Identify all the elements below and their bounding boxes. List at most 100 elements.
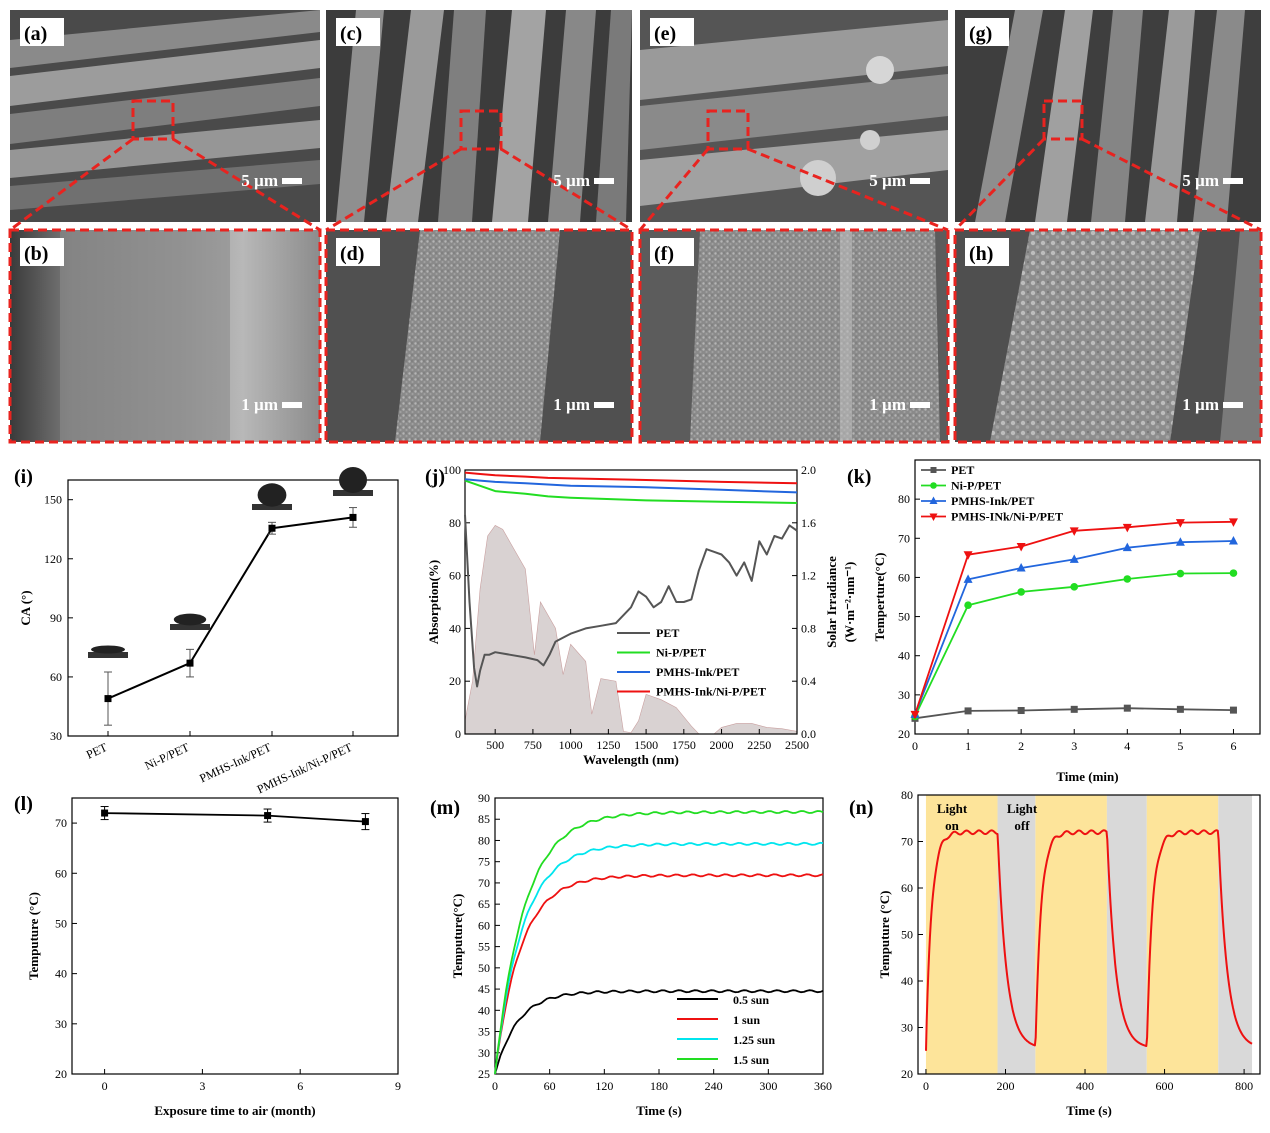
legend-label: 0.5 sun bbox=[733, 993, 769, 1007]
data-point bbox=[964, 601, 972, 610]
sem-panel-a bbox=[10, 10, 320, 222]
scale-bar-bottom: 1 µm bbox=[241, 395, 278, 414]
chart-k-frame bbox=[914, 459, 1261, 735]
y-tick-label: 50 bbox=[55, 916, 67, 930]
data-point bbox=[1228, 536, 1238, 545]
intensity-series-line bbox=[494, 841, 824, 1075]
absorption-series-line bbox=[464, 471, 798, 485]
x-tick-label: 200 bbox=[996, 1079, 1014, 1093]
y-tick-label: 80 bbox=[901, 788, 913, 802]
x-tick-label: 240 bbox=[705, 1079, 723, 1093]
sem-panel-e bbox=[640, 10, 948, 222]
y-tick-label: 20 bbox=[55, 1067, 67, 1081]
y-axis-title: Temputure (°C) bbox=[877, 891, 892, 979]
sem-bottom-label: (b) bbox=[24, 243, 48, 265]
data-point bbox=[1069, 527, 1079, 536]
y-tick-label: 20 bbox=[449, 674, 461, 688]
data-point bbox=[361, 818, 369, 826]
x-tick-label: 1 bbox=[965, 739, 971, 753]
y-tick-label: 40 bbox=[478, 1003, 490, 1017]
ca-point bbox=[186, 659, 194, 667]
sem-bottom-label: (h) bbox=[969, 243, 993, 265]
data-point bbox=[1176, 569, 1185, 578]
data-point bbox=[1017, 707, 1025, 715]
droplet-substrate bbox=[252, 504, 292, 510]
x-tick-label: 6 bbox=[1230, 739, 1236, 753]
x-tick-label: 360 bbox=[814, 1079, 832, 1093]
y-tick-label: 65 bbox=[478, 897, 490, 911]
data-point bbox=[1017, 588, 1025, 596]
x-tick-label: 2 bbox=[1018, 739, 1024, 753]
annotation-light-off: Light bbox=[1007, 801, 1038, 816]
x-tick-label: 5 bbox=[1177, 739, 1183, 753]
data-point bbox=[1123, 704, 1131, 712]
y-axis-title: Temputure(°C) bbox=[450, 894, 465, 979]
x-tick-label: 9 bbox=[395, 1079, 401, 1093]
y-tick-label: 0 bbox=[455, 727, 461, 741]
chart-label: (i) bbox=[14, 466, 33, 488]
scale-bar-bottom: 1 µm bbox=[553, 395, 590, 414]
x-tick-label: 1750 bbox=[672, 738, 696, 752]
scale-bar-bottom-bar bbox=[910, 402, 930, 408]
sem-panel-f bbox=[640, 230, 948, 442]
x-tick-label: 0 bbox=[492, 1079, 498, 1093]
y-tick-label: 40 bbox=[449, 621, 461, 635]
x-tick-label: 500 bbox=[486, 738, 504, 752]
data-point bbox=[910, 710, 920, 720]
sem-panel-h bbox=[955, 230, 1261, 442]
y-tick-label: 30 bbox=[478, 1046, 490, 1060]
data-point bbox=[1016, 563, 1026, 572]
sem-top-label: (e) bbox=[654, 23, 676, 45]
y-tick-label: 30 bbox=[50, 729, 62, 743]
y-tick-label: 80 bbox=[898, 492, 910, 506]
scale-bar-bottom: 1 µm bbox=[869, 395, 906, 414]
scale-bar-top: 5 µm bbox=[553, 171, 590, 190]
y2-tick-label: 0.8 bbox=[801, 621, 816, 635]
y-tick-label: 60 bbox=[449, 569, 461, 583]
droplet-icon bbox=[91, 645, 125, 654]
data-point bbox=[1176, 705, 1184, 713]
y-tick-label: 50 bbox=[478, 961, 490, 975]
y-tick-label: 70 bbox=[478, 876, 490, 890]
droplet-icon bbox=[257, 483, 287, 507]
y-tick-label: 30 bbox=[55, 1017, 67, 1031]
x-tick-label: PMHS-Ink/PET bbox=[197, 740, 274, 786]
y-tick-label: 90 bbox=[478, 791, 490, 805]
sem-top-label-bg bbox=[650, 18, 694, 46]
sem-bottom-label: (f) bbox=[654, 243, 674, 265]
data-point bbox=[1229, 569, 1238, 577]
x-tick-label: 6 bbox=[297, 1079, 303, 1093]
legend-label: Ni-P/PET bbox=[656, 646, 706, 660]
y-tick-label: 60 bbox=[898, 570, 910, 584]
legend-label: PMHS-Ink/Ni-P/PET bbox=[656, 685, 766, 699]
sem-top-label: (g) bbox=[969, 23, 992, 45]
legend-marker bbox=[929, 496, 938, 504]
x-tick-label: 600 bbox=[1156, 1079, 1174, 1093]
data-point bbox=[1122, 523, 1132, 533]
sem-bottom-label-bg bbox=[20, 238, 64, 266]
y-tick-label: 30 bbox=[901, 1021, 913, 1035]
chart-label: (k) bbox=[847, 466, 871, 488]
light-on-region bbox=[925, 795, 998, 1074]
y-axis-title: Absorption(%) bbox=[426, 560, 441, 645]
annotation-light-off: off bbox=[1014, 818, 1030, 833]
ca-point bbox=[268, 524, 276, 532]
x-axis-title: Wavelength (nm) bbox=[583, 752, 679, 767]
y-tick-label: 90 bbox=[50, 611, 62, 625]
y-axis-title: CA (°) bbox=[18, 590, 33, 625]
annotation-light-on: on bbox=[945, 818, 960, 833]
legend-marker bbox=[930, 467, 937, 473]
y-tick-label: 100 bbox=[443, 463, 461, 477]
legend-label: PMHS-Ink/PET bbox=[951, 494, 1034, 508]
y-tick-label: 60 bbox=[55, 866, 67, 880]
y-tick-label: 60 bbox=[478, 918, 490, 932]
data-point bbox=[1175, 519, 1185, 528]
x-axis-title: Time (min) bbox=[1056, 769, 1118, 784]
sem-bottom-label-bg bbox=[650, 238, 694, 266]
zoom-indicators bbox=[8, 99, 1263, 444]
y-tick-label: 20 bbox=[901, 1067, 913, 1081]
scale-bar-bottom-bar bbox=[1223, 402, 1243, 408]
y-tick-label: 50 bbox=[901, 928, 913, 942]
data-point bbox=[1070, 583, 1079, 591]
